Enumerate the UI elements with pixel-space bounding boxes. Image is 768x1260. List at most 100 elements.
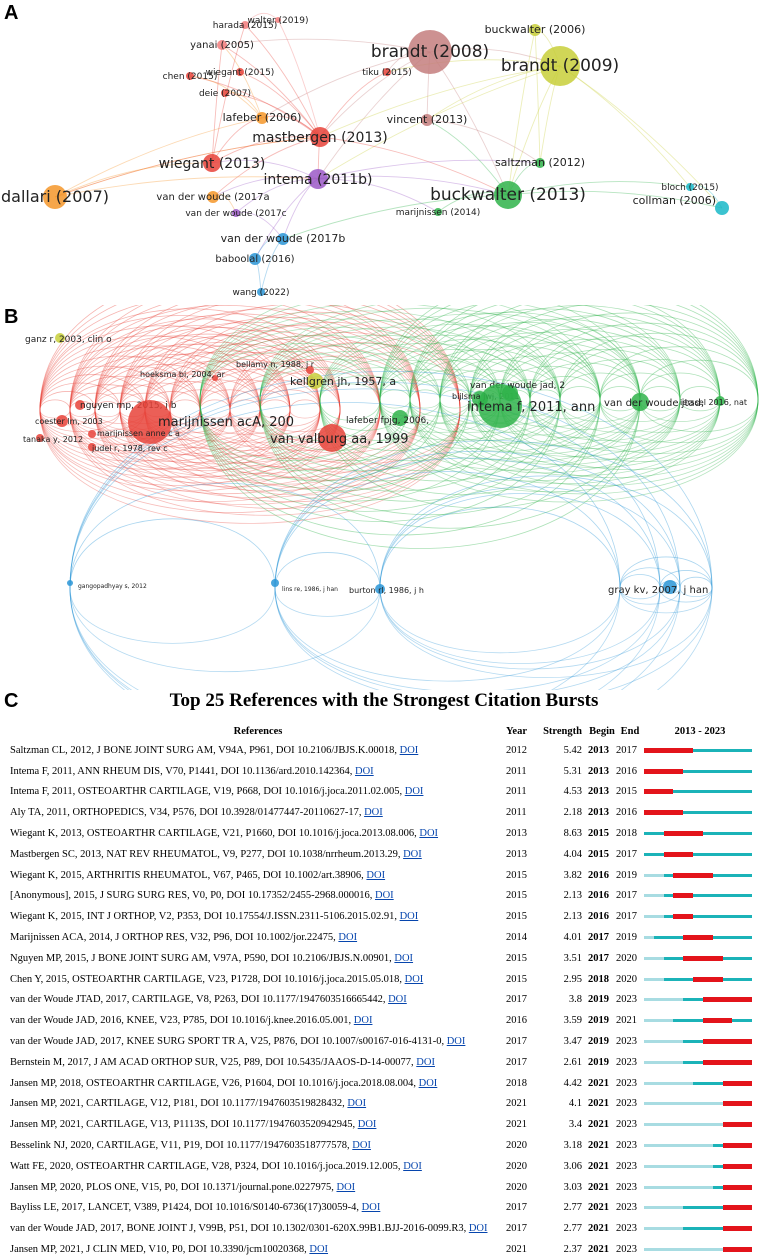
burst-bar-background bbox=[644, 1144, 752, 1148]
doi-link[interactable]: DOI bbox=[399, 744, 419, 756]
doi-link[interactable]: DOI bbox=[336, 1181, 356, 1193]
network-b-arc bbox=[259, 318, 561, 401]
network-a-node-label: van der woude (2017b bbox=[221, 232, 346, 245]
network-b-arc bbox=[69, 409, 121, 424]
year-cell: 2021 bbox=[506, 1098, 527, 1110]
reference-cell: Jansen MP, 2021, J CLIN MED, V10, P0, DO… bbox=[10, 1239, 506, 1260]
strength-cell: 5.42 bbox=[563, 744, 582, 756]
network-b-arc bbox=[119, 409, 461, 503]
table-row: Jansen MP, 2018, OSTEOARTHR CARTILAGE, V… bbox=[10, 1073, 756, 1094]
network-b-arc bbox=[529, 389, 561, 401]
burst-bar-burst bbox=[693, 976, 723, 982]
network-b-node bbox=[478, 384, 522, 428]
network-b-arc bbox=[559, 372, 641, 401]
burst-bar-active bbox=[644, 790, 752, 794]
reference-cell: Intema F, 2011, OSTEOARTHR CARTILAGE, V1… bbox=[10, 782, 506, 803]
doi-link[interactable]: DOI bbox=[338, 932, 358, 944]
strength-cell: 2.37 bbox=[563, 1244, 582, 1256]
burst-bar-burst bbox=[722, 1226, 752, 1232]
network-b-arc bbox=[39, 409, 201, 454]
doi-link[interactable]: DOI bbox=[354, 765, 374, 777]
doi-link[interactable]: DOI bbox=[403, 848, 422, 860]
burst-bar-burst bbox=[722, 1080, 752, 1086]
network-b-node-label: gray kv, 2007, j han bbox=[608, 585, 708, 596]
network-b-arc bbox=[379, 359, 501, 401]
table-row: Intema F, 2011, OSTEOARTHR CARTILAGE, V1… bbox=[10, 782, 756, 803]
network-b-arc bbox=[69, 335, 291, 411]
strength-cell: 2.77 bbox=[563, 1202, 582, 1214]
network-b-arc bbox=[94, 305, 461, 411]
network-a-edge bbox=[507, 190, 723, 209]
burst-bar-cell bbox=[644, 1052, 756, 1073]
network-b-arc bbox=[659, 570, 713, 589]
doi-link[interactable]: DOI bbox=[309, 1244, 329, 1256]
doi-link[interactable]: DOI bbox=[418, 1077, 438, 1089]
burst-bar bbox=[644, 872, 752, 878]
network-b-node bbox=[392, 410, 408, 426]
network-a-edge bbox=[319, 65, 561, 138]
strength-cell: 3.06 bbox=[563, 1160, 582, 1172]
network-b-arc bbox=[39, 409, 461, 524]
network-b-arc bbox=[119, 409, 231, 441]
begin-cell: 2013 bbox=[588, 765, 609, 777]
network-b-arc bbox=[639, 372, 721, 401]
doi-link[interactable]: DOI bbox=[388, 994, 407, 1006]
doi-link[interactable]: DOI bbox=[419, 828, 439, 840]
table-row: Aly TA, 2011, ORTHOPEDICS, V34, P576, DO… bbox=[10, 802, 756, 823]
end-cell: 2016 bbox=[616, 807, 637, 819]
network-b-arc bbox=[274, 450, 681, 589]
network-b-arc bbox=[94, 305, 421, 411]
reference-text: [Anonymous], 2015, J SURG SURG RES, V0, … bbox=[10, 890, 375, 902]
burst-bar bbox=[644, 1226, 752, 1232]
burst-bar-active bbox=[663, 894, 752, 898]
doi-link[interactable]: DOI bbox=[375, 890, 394, 902]
network-b-arc bbox=[94, 409, 231, 447]
burst-bar-burst bbox=[702, 997, 752, 1003]
doi-link[interactable]: DOI bbox=[416, 1056, 435, 1068]
network-b-arc bbox=[379, 399, 681, 482]
strength-cell: 3.82 bbox=[563, 869, 582, 881]
reference-text: van der Woude JAD, 2017, KNEE SURG SPORT… bbox=[10, 1036, 447, 1048]
network-b-arc bbox=[199, 399, 471, 492]
network-a-node-label: marijnissen (2014) bbox=[396, 208, 481, 218]
network-a-edge bbox=[239, 71, 321, 138]
network-b-arc bbox=[39, 409, 321, 486]
network-b-arc bbox=[319, 324, 601, 401]
burst-bar-cell bbox=[644, 740, 756, 761]
doi-link[interactable]: DOI bbox=[403, 1160, 422, 1172]
network-a-edge bbox=[282, 194, 509, 240]
network-a-edge bbox=[211, 24, 246, 164]
doi-link[interactable]: DOI bbox=[361, 1202, 381, 1214]
network-b-arc bbox=[259, 399, 291, 411]
doi-link[interactable]: DOI bbox=[347, 1098, 367, 1110]
burst-bar-cell bbox=[644, 782, 756, 803]
table-row: Bayliss LE, 2017, LANCET, V389, P1424, D… bbox=[10, 1198, 756, 1219]
doi-link[interactable]: DOI bbox=[404, 786, 424, 798]
doi-link[interactable]: DOI bbox=[404, 973, 424, 985]
network-b-node bbox=[307, 373, 323, 389]
network-a-node bbox=[186, 72, 194, 80]
table-row: Saltzman CL, 2012, J BONE JOINT SURG AM,… bbox=[10, 740, 756, 761]
network-a-edge bbox=[211, 159, 319, 180]
doi-link[interactable]: DOI bbox=[352, 1140, 371, 1152]
doi-link[interactable]: DOI bbox=[468, 1223, 488, 1235]
doi-link[interactable]: DOI bbox=[364, 807, 383, 819]
network-b-arc bbox=[409, 389, 441, 401]
doi-link[interactable]: DOI bbox=[366, 869, 386, 881]
strength-cell: 8.63 bbox=[563, 828, 582, 840]
begin-cell: 2021 bbox=[588, 1077, 609, 1089]
doi-link[interactable]: DOI bbox=[353, 1015, 373, 1027]
network-b-arc bbox=[379, 587, 713, 679]
doi-link[interactable]: DOI bbox=[357, 1119, 377, 1131]
doi-link[interactable]: DOI bbox=[446, 1036, 466, 1048]
header-references: References bbox=[233, 725, 283, 737]
network-b-arc bbox=[144, 360, 291, 411]
network-b-arc bbox=[379, 506, 621, 589]
network-b-arc bbox=[639, 399, 759, 433]
doi-link[interactable]: DOI bbox=[399, 911, 419, 923]
network-b-arc bbox=[599, 346, 759, 401]
network-b-node-label: van der woude jad, 2 bbox=[470, 381, 565, 391]
doi-link[interactable]: DOI bbox=[394, 952, 414, 964]
network-b-arc bbox=[409, 322, 641, 401]
network-b-arc bbox=[379, 305, 721, 401]
